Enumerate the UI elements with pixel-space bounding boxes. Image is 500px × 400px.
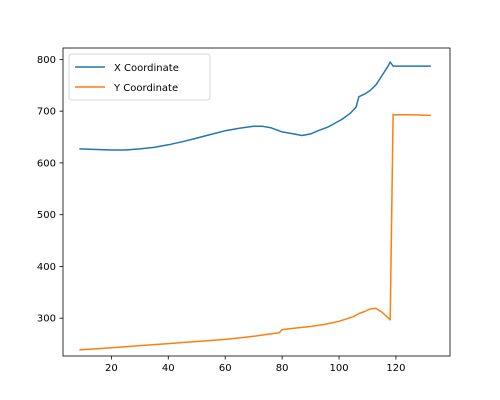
x-tick-label: 60 — [219, 363, 232, 374]
y-tick-label: 700 — [37, 107, 56, 118]
legend-label-2: Y Coordinate — [113, 83, 178, 94]
y-tick-label: 300 — [37, 314, 56, 325]
legend-label-1: X Coordinate — [114, 63, 179, 74]
y-tick-label: 500 — [37, 210, 56, 221]
x-tick-label: 100 — [329, 363, 348, 374]
y-tick-label: 400 — [37, 262, 56, 273]
x-tick-label: 40 — [162, 363, 175, 374]
y-tick-label: 600 — [37, 158, 56, 169]
legend: X Coordinate Y Coordinate — [69, 54, 210, 100]
x-tick-label: 80 — [276, 363, 289, 374]
x-tick-label: 120 — [386, 363, 405, 374]
y-tick-label: 800 — [37, 55, 56, 66]
x-tick-label: 20 — [105, 363, 118, 374]
